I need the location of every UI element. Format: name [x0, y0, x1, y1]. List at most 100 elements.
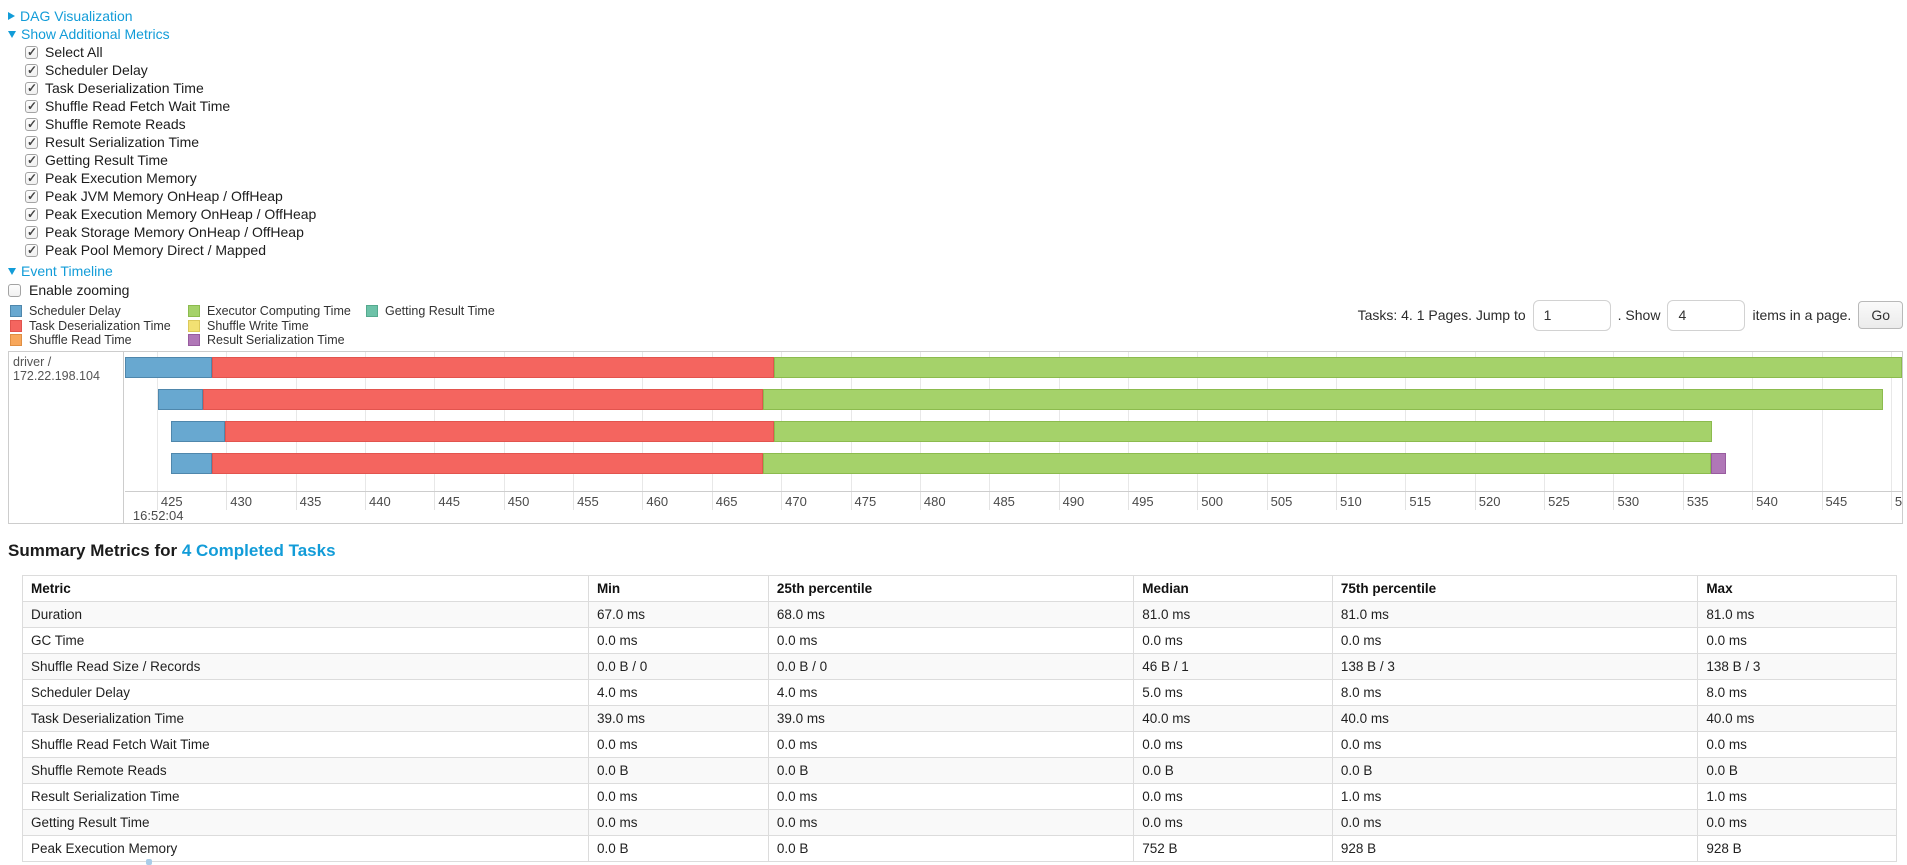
axis-tick-label: 465 [715, 494, 738, 509]
axis-tick [642, 492, 644, 510]
gridline [156, 352, 158, 491]
metric-checkbox[interactable] [25, 189, 38, 203]
metric-value-cell: 0.0 ms [587, 627, 769, 654]
pagination-items-text: items in a page. [1752, 307, 1852, 323]
legend-label: Task Deserialization Time [29, 318, 171, 333]
show-additional-metrics-toggle[interactable]: Show Additional Metrics [8, 25, 316, 43]
task-bar-segment-executor-computing[interactable] [763, 453, 1711, 474]
axis-tick-label: 510 [1340, 494, 1362, 509]
go-button[interactable]: Go [1858, 301, 1903, 329]
metric-value-cell: 0.0 B [1133, 757, 1333, 784]
event-timeline-toggle[interactable]: Event Timeline [8, 262, 316, 280]
enable-zooming-label: Enable zooming [29, 282, 130, 298]
gridline [1821, 352, 1823, 491]
table-row: Result Serialization Time 0.0 ms 0.0 ms 0.0… [22, 783, 1897, 810]
metric-name-cell: Task Deserialization Time [22, 705, 589, 732]
task-bar-segment-task-deserialization[interactable] [224, 421, 775, 442]
legend-label: Executor Computing Time [207, 304, 351, 319]
axis-tick-label: 540 [1756, 494, 1778, 509]
dag-visualization-toggle[interactable]: DAG Visualization [8, 7, 316, 25]
metric-checkbox[interactable] [25, 243, 38, 257]
task-bar-segment-task-deserialization[interactable] [212, 453, 764, 474]
shuffle-read-swatch-icon [10, 334, 22, 347]
task-bar-segment-scheduler-delay[interactable] [125, 357, 213, 378]
metric-value-cell: 138 B / 3 [1697, 653, 1897, 680]
jump-to-page-input[interactable] [1532, 299, 1611, 331]
metric-name-cell: Scheduler Delay [22, 679, 589, 706]
metric-value-cell: 0.0 B [1331, 757, 1699, 784]
metric-checkbox-row: Peak JVM Memory OnHeap / OffHeap [8, 187, 316, 205]
metric-value-cell: 1.0 ms [1697, 783, 1897, 810]
summary-heading-text: Summary Metrics for [8, 541, 182, 560]
table-header-row: Metric Min 25th percentile Median 75th perce… [22, 575, 1897, 602]
enable-zooming-checkbox[interactable] [8, 283, 21, 297]
axis-tick-label: 550 [1894, 494, 1902, 509]
table-header-cell: Max [1697, 575, 1897, 602]
metric-checkbox[interactable] [25, 207, 38, 221]
metric-checkbox[interactable] [25, 45, 38, 59]
axis-tick-label: 525 [1548, 494, 1570, 509]
completed-tasks-link[interactable]: 4 Completed Tasks [181, 541, 336, 560]
metric-checkbox-row: Peak Execution Memory OnHeap / OffHeap [8, 205, 316, 223]
legend-item: Shuffle Write Time [188, 319, 351, 334]
executor-label-text: driver / 172.22.198.104 [13, 355, 100, 383]
metric-value-cell: 0.0 ms [767, 731, 1135, 758]
metric-value-cell: 81.0 ms [1331, 601, 1699, 628]
metric-checkbox[interactable] [25, 225, 38, 239]
metric-checkbox-row: Result Serialization Time [8, 133, 316, 151]
summary-metrics-heading: Summary Metrics for 4 Completed Tasks [8, 541, 336, 561]
event-timeline-link[interactable]: Event Timeline [21, 263, 113, 279]
task-bar-segment-task-deserialization[interactable] [202, 389, 764, 410]
metric-checkbox-label: Task Deserialization Time [45, 80, 204, 96]
metric-checkbox[interactable] [25, 63, 38, 77]
metric-checkbox[interactable] [25, 135, 38, 149]
table-header-cell: Min [587, 575, 769, 602]
axis-tick [1544, 492, 1546, 510]
chevron-down-icon [8, 267, 16, 275]
legend-item: Scheduler Delay [10, 304, 171, 319]
metric-checkbox-label: Getting Result Time [45, 152, 168, 168]
task-bar-segment-scheduler-delay[interactable] [158, 389, 203, 410]
task-bar-segment-scheduler-delay[interactable] [170, 421, 225, 442]
axis-tick [1474, 492, 1476, 510]
metric-name-cell: Shuffle Remote Reads [22, 757, 589, 784]
axis-tick [919, 492, 921, 510]
metric-value-cell: 0.0 ms [1133, 783, 1333, 810]
metric-value-cell: 0.0 ms [767, 783, 1135, 810]
axis-tick [1336, 492, 1338, 510]
metric-checkbox[interactable] [25, 171, 38, 185]
metric-value-cell: 40.0 ms [1331, 705, 1699, 732]
task-bar-segment-executor-computing[interactable] [774, 357, 1902, 378]
table-header-cell: 75th percentile [1331, 575, 1699, 602]
axis-tick [1405, 492, 1407, 510]
page-size-input[interactable] [1667, 299, 1746, 331]
metric-value-cell: 46 B / 1 [1133, 653, 1333, 680]
axis-tick [503, 492, 505, 510]
task-bar-segment-result-serialization[interactable] [1710, 453, 1726, 474]
task-bar-segment-executor-computing[interactable] [774, 421, 1712, 442]
metric-value-cell: 0.0 ms [767, 627, 1135, 654]
metric-checkbox[interactable] [25, 81, 38, 95]
metric-checkbox[interactable] [25, 117, 38, 131]
task-bar-segment-scheduler-delay[interactable] [170, 453, 213, 474]
axis-tick-label: 425 [160, 494, 183, 509]
metric-checkbox-row: Shuffle Remote Reads [8, 115, 316, 133]
timeline-axis: 425 16:52:04 430 435 440 445 450 455 460 465 470 47… [125, 491, 1902, 523]
metric-value-cell: 4.0 ms [767, 679, 1135, 706]
metric-value-cell: 39.0 ms [767, 705, 1135, 732]
legend-label: Scheduler Delay [29, 304, 121, 319]
executor-computing-swatch-icon [188, 305, 200, 318]
metric-checkbox[interactable] [25, 153, 38, 167]
axis-tick-label: 485 [993, 494, 1015, 509]
timeline-plot-area[interactable] [125, 352, 1902, 491]
task-bar-segment-task-deserialization[interactable] [212, 357, 775, 378]
show-additional-metrics-link[interactable]: Show Additional Metrics [21, 26, 170, 42]
task-bar-segment-executor-computing[interactable] [763, 389, 1883, 410]
metric-checkbox-row: Peak Execution Memory [8, 169, 316, 187]
metric-checkbox[interactable] [25, 99, 38, 113]
axis-tick-label: 500 [1201, 494, 1223, 509]
metric-name-cell: Duration [22, 601, 589, 628]
dag-visualization-link[interactable]: DAG Visualization [20, 8, 133, 24]
axis-tick-label: 435 [299, 494, 322, 509]
axis-tick-label: 535 [1686, 494, 1709, 509]
